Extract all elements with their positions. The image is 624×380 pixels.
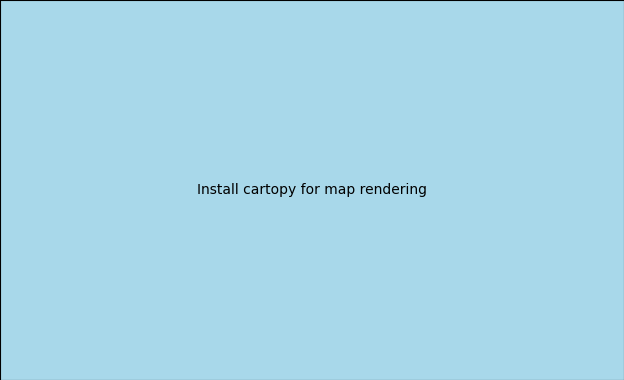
Text: Install cartopy for map rendering: Install cartopy for map rendering [197, 183, 427, 197]
